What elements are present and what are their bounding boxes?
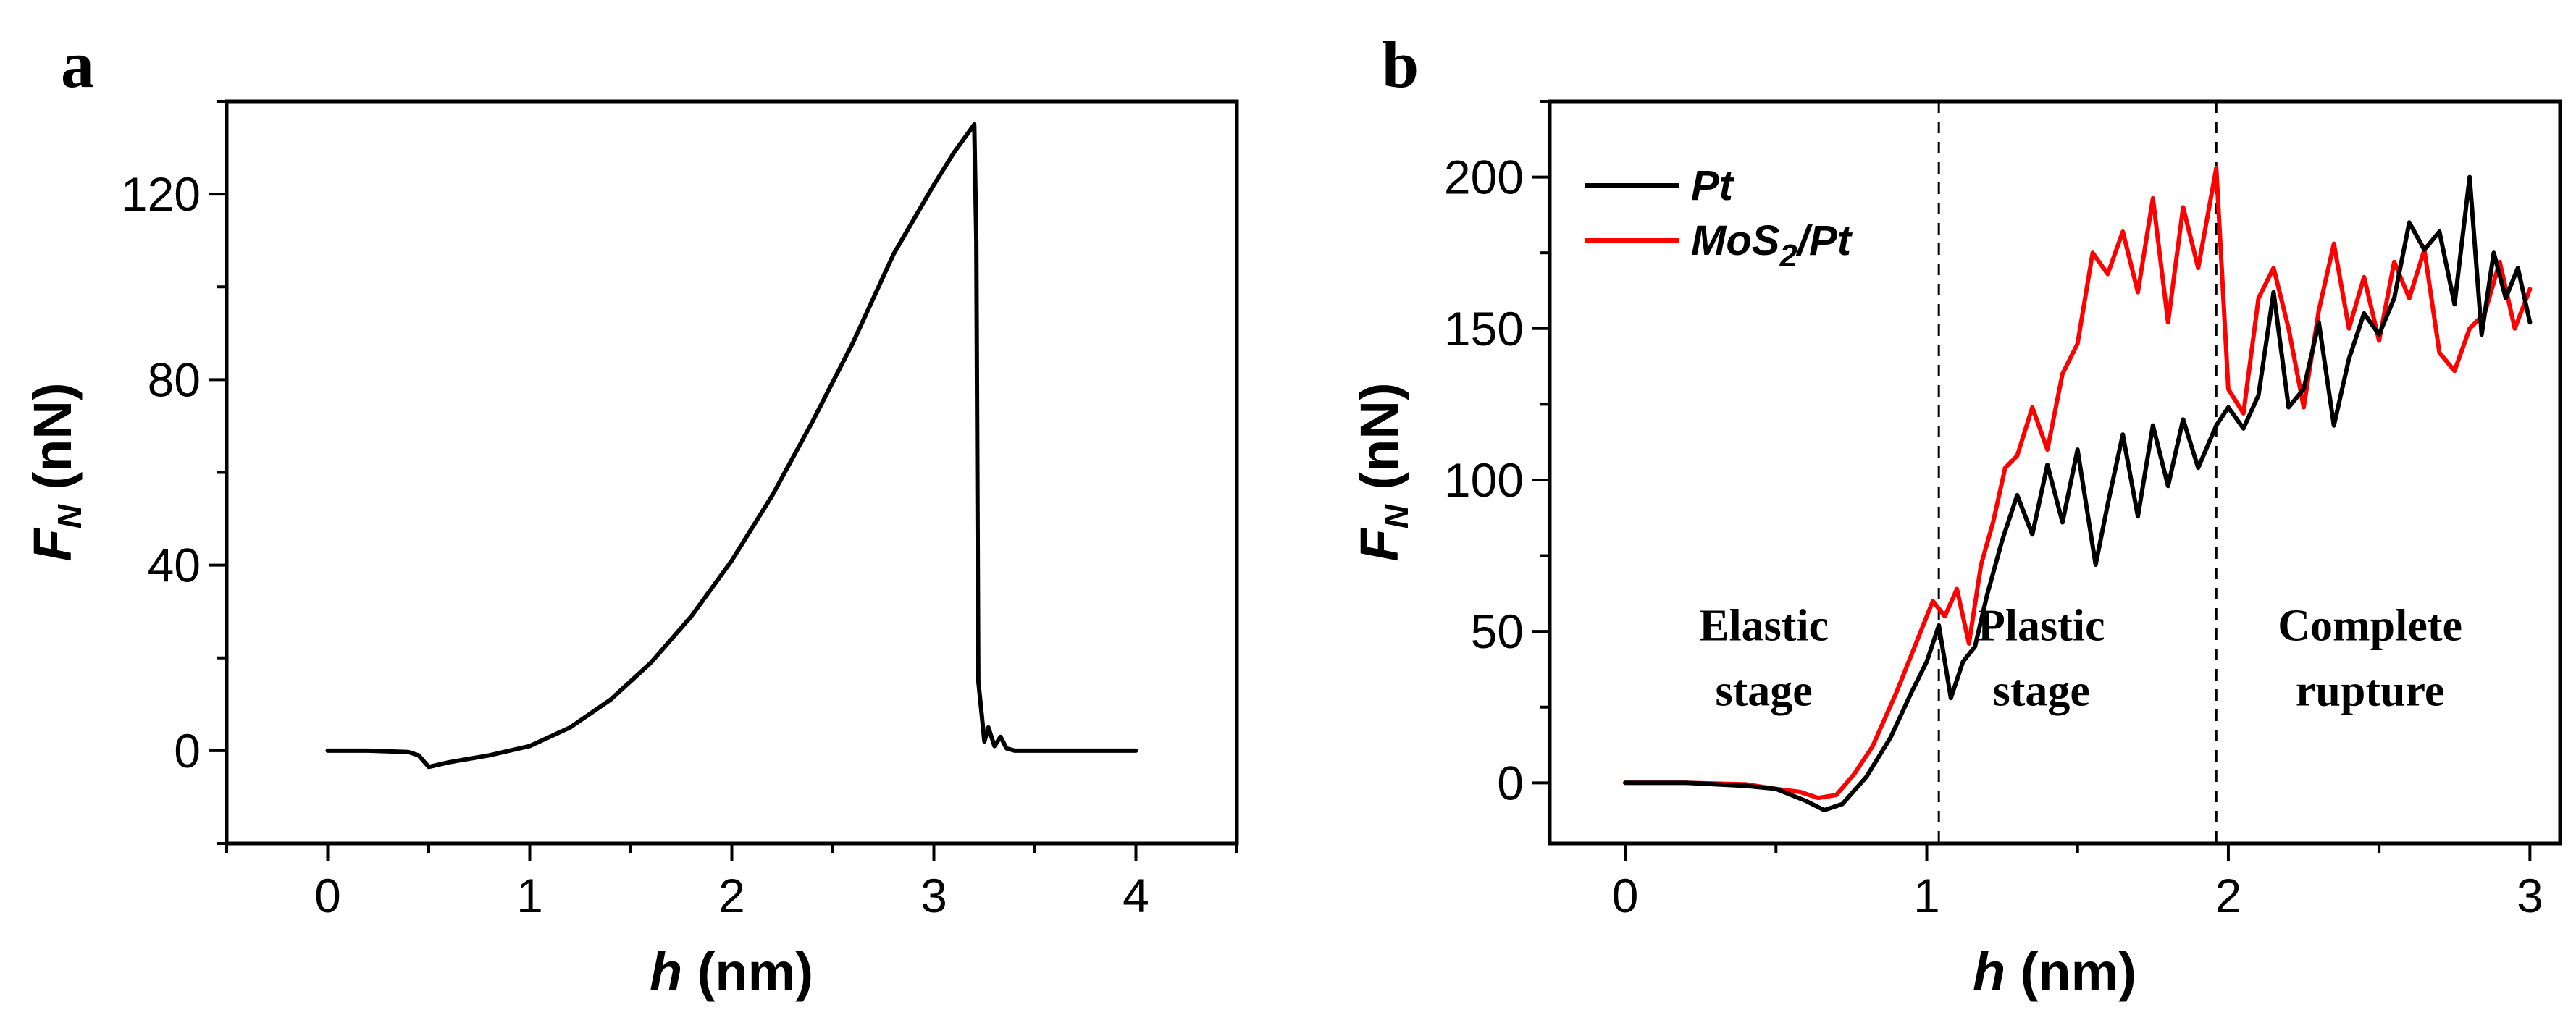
panel-b-x-tick-label: 3 <box>2517 869 2543 922</box>
panel-b-y-var: F <box>1349 527 1409 561</box>
panel-b-series-layer <box>1623 166 2533 812</box>
panel-b-y-tick-label: 0 <box>1497 756 1524 809</box>
panel-b-stage-annotation: Complete rupture <box>2278 602 2462 716</box>
panel-a-y-tick-label: 120 <box>121 167 201 221</box>
panel-b-x-tick-label: 2 <box>2215 869 2242 922</box>
panel-b-y-sub: N <box>1377 504 1415 528</box>
panel-b-y-unit: (nN) <box>1349 383 1409 505</box>
panel-b-stage-annotation-line: Elastic <box>1699 602 1829 651</box>
panel-b-y-axis-title: FN (nN) <box>1349 383 1415 562</box>
panel-b-y-tick-label: 150 <box>1444 302 1524 355</box>
panel-b-ticks-layer: 0 1 2 3 0 50 100 150 200 <box>1444 100 2543 922</box>
panel-a-y-tick-label: 80 <box>148 353 201 406</box>
panel-a-x-tick-label: 3 <box>920 869 947 922</box>
panel-a-y-sub: N <box>51 504 88 528</box>
panel-label-a: a <box>61 28 94 101</box>
panel-b-y-tick-label: 50 <box>1471 605 1524 658</box>
panel-b-y-tick-label: 100 <box>1444 453 1524 507</box>
panel-b-legend: Pt MoS2/Pt <box>1585 162 1853 274</box>
panel-b-stage-annotation: Plastic stage <box>1978 602 2105 716</box>
panel-a-y-var: F <box>22 527 83 561</box>
panel-a-y-axis-title: FN (nN) <box>22 383 88 562</box>
panel-a-series-layer <box>325 122 1138 770</box>
panel-b-stage-dividers <box>1937 101 2218 843</box>
panel-b-plot-frame <box>1548 99 2562 846</box>
panel-a-x-unit: (nm) <box>682 942 813 1002</box>
legend-mos2-sub: 2 <box>1779 238 1797 274</box>
panel-a-series-curve <box>325 122 1138 770</box>
panel-b-annotations: Elastic stage Plastic stage Complete rupture <box>1699 602 2462 716</box>
panel-b-stage-annotation-line: stage <box>1716 667 1813 716</box>
panel-a-x-tick-label: 2 <box>718 869 745 922</box>
panel-b-stage-annotation-line: Plastic <box>1978 602 2105 651</box>
panel-b-stage-annotation-line: stage <box>1993 667 2090 716</box>
panel-b-x-unit: (nm) <box>2005 942 2136 1002</box>
panel-a-x-tick-label: 0 <box>314 869 341 922</box>
panel-b-stage-annotation-line: rupture <box>2296 667 2445 716</box>
chart-panel-b: 0 1 2 3 0 50 100 150 200 Elastic stage Plastic stag… <box>1349 99 2562 1002</box>
panel-a-x-var: h <box>650 942 682 1002</box>
panel-b-series-pt <box>1623 174 2533 812</box>
panel-b-x-axis-title: h (nm) <box>1973 942 2136 1002</box>
panel-a-y-unit: (nN) <box>22 383 83 505</box>
legend-mos2-tail: /Pt <box>1795 217 1853 264</box>
legend-label-mos2-pt: MoS2/Pt <box>1691 217 1853 274</box>
panel-a-y-tick-label: 0 <box>174 724 201 778</box>
panel-b-x-var: h <box>1973 942 2005 1002</box>
panel-a-x-axis-title: h (nm) <box>650 942 813 1002</box>
panel-a-plot-frame <box>225 99 1239 846</box>
legend-label-pt: Pt <box>1691 162 1735 209</box>
panel-b-y-tick-label: 200 <box>1444 151 1524 204</box>
legend-mos2-main: MoS <box>1691 217 1780 264</box>
panel-b-stage-annotation-line: Complete <box>2278 602 2462 651</box>
panel-b-stage-annotation: Elastic stage <box>1699 602 1829 716</box>
panel-a-y-tick-label: 40 <box>148 539 201 592</box>
panel-b-x-tick-label: 0 <box>1612 869 1639 922</box>
panel-label-b: b <box>1382 28 1419 101</box>
panel-b-x-tick-label: 1 <box>1913 869 1940 922</box>
panel-a-x-tick-label: 1 <box>516 869 543 922</box>
panel-a-x-tick-label: 4 <box>1123 869 1149 922</box>
